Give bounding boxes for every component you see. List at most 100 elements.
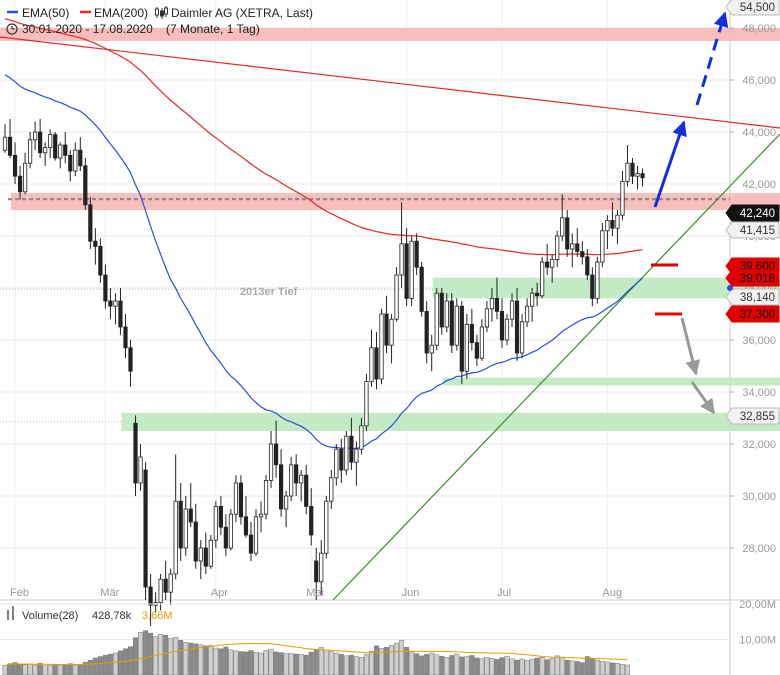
candle xyxy=(273,420,279,478)
y-tick-label: 28,000 xyxy=(742,543,776,555)
candle xyxy=(449,293,454,353)
candle xyxy=(489,288,495,322)
volume-bar xyxy=(374,645,379,675)
volume-bar xyxy=(67,663,73,675)
volume-bar xyxy=(228,649,234,675)
price-tag-box xyxy=(725,305,780,323)
candle xyxy=(123,314,128,359)
candle xyxy=(188,483,193,528)
zone-green xyxy=(442,377,780,386)
volume-bar xyxy=(97,656,103,675)
candle-body xyxy=(213,505,218,541)
volume-bar xyxy=(7,663,13,675)
legend-instrument: Daimler AG (XETRA, Last) xyxy=(171,6,313,20)
volume-bar xyxy=(464,656,470,675)
candle-body xyxy=(399,243,404,276)
candle-body xyxy=(474,342,479,359)
candle xyxy=(509,293,515,327)
candle-body xyxy=(258,513,264,518)
volume-bar xyxy=(57,665,63,675)
candle-body xyxy=(605,219,610,232)
volume-bar xyxy=(509,658,515,675)
candle xyxy=(208,535,213,569)
candle xyxy=(309,488,314,546)
ema200-line xyxy=(4,18,643,256)
volume-bar xyxy=(87,659,93,675)
candle-body xyxy=(580,251,585,258)
volume-bar xyxy=(118,650,123,675)
volume-bar xyxy=(102,654,108,675)
y-tick-label: 48,000 xyxy=(742,23,776,35)
price-tag-label: 42,240 xyxy=(740,208,775,220)
candle xyxy=(600,223,605,268)
candle-body xyxy=(449,300,454,346)
candle-body xyxy=(344,435,349,471)
candle xyxy=(409,236,414,307)
volume-bar xyxy=(298,654,304,675)
candle xyxy=(535,282,540,307)
candle-body xyxy=(253,516,259,554)
candle-body xyxy=(168,573,173,593)
x-tick-label: Jul xyxy=(497,587,511,599)
candle xyxy=(620,171,625,221)
ema50-marker xyxy=(727,285,733,291)
candle xyxy=(263,475,269,520)
candle xyxy=(389,314,394,364)
price-tag-box xyxy=(725,204,780,222)
candle xyxy=(374,332,379,390)
y-tick-label: 34,000 xyxy=(742,387,776,399)
candle xyxy=(364,373,369,431)
volume-bar xyxy=(333,652,339,675)
candle-body xyxy=(68,154,73,172)
volume-bar xyxy=(439,655,445,675)
volume-bar xyxy=(434,654,440,675)
candle-body xyxy=(555,235,560,260)
candle-body xyxy=(509,300,515,320)
projection-arrows xyxy=(651,11,729,415)
candle xyxy=(459,301,464,385)
candle xyxy=(479,319,485,361)
candle-body xyxy=(590,274,595,299)
candle-body xyxy=(183,508,188,549)
candle xyxy=(610,202,615,236)
volume-bar xyxy=(524,660,530,675)
candle xyxy=(88,197,93,249)
candle xyxy=(439,288,444,335)
legend-period-extra: (7 Monate, 1 Tag) xyxy=(166,22,260,36)
candle xyxy=(133,415,138,496)
y-tick-label: 30,000 xyxy=(742,491,776,503)
candle-body xyxy=(7,136,13,156)
volume-bar xyxy=(484,657,490,675)
volume-bar xyxy=(263,649,269,675)
candle xyxy=(253,509,259,556)
candle xyxy=(193,503,198,569)
candle-body xyxy=(294,464,299,484)
candle-body xyxy=(133,422,138,484)
candle xyxy=(469,308,474,351)
candle-body xyxy=(273,443,279,466)
volume-bar xyxy=(414,653,420,675)
candle xyxy=(58,142,63,169)
x-tick-label: Aug xyxy=(602,587,622,599)
volume-bar xyxy=(163,634,169,675)
volume-value-2: 3,66M xyxy=(142,610,173,622)
candle xyxy=(504,314,510,346)
candle-body xyxy=(359,425,364,450)
volume-tick-label: 20,00M xyxy=(739,599,776,611)
candle-body xyxy=(58,144,63,159)
candle xyxy=(640,168,645,187)
volume-bar xyxy=(604,661,610,675)
volume-bar xyxy=(188,642,194,675)
candle-body xyxy=(469,323,474,343)
candle-body xyxy=(369,347,374,382)
ema50-line xyxy=(4,74,643,449)
candle xyxy=(444,293,449,333)
price-tag-box xyxy=(725,221,780,239)
volume-bar xyxy=(288,653,294,675)
candle-body xyxy=(434,292,439,346)
volume-bar xyxy=(494,659,500,675)
price-tag: 38,140 xyxy=(725,288,780,306)
trend-line xyxy=(332,133,780,601)
candle xyxy=(299,470,304,502)
